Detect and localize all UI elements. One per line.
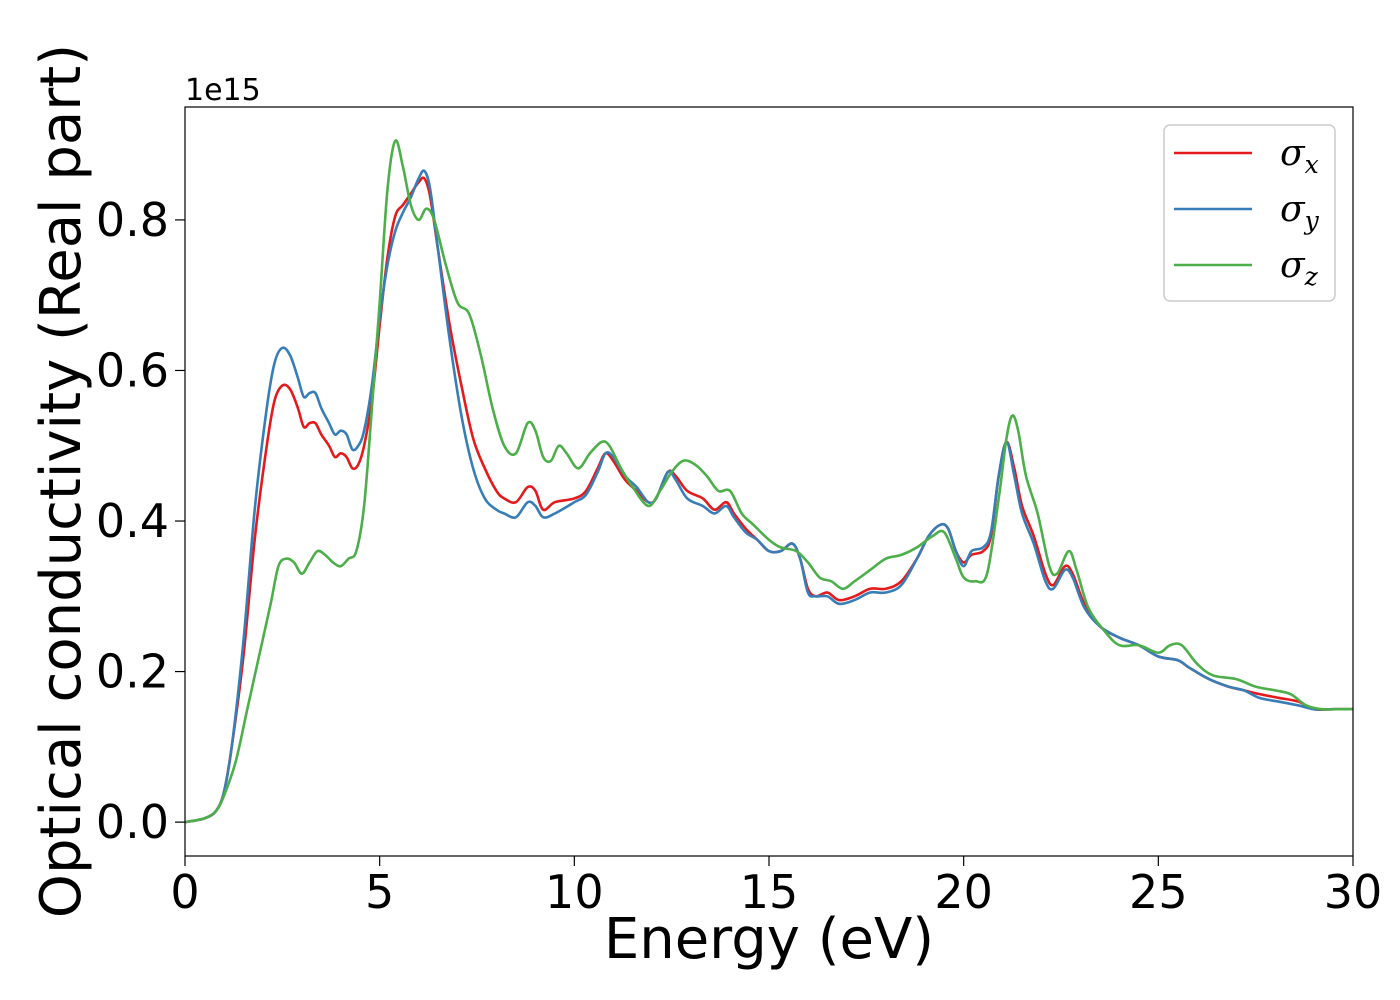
legend-box	[1163, 124, 1336, 302]
legend-subscript: x	[1305, 150, 1319, 179]
x-tick-label: 10	[545, 865, 604, 919]
legend-subscript: y	[1304, 206, 1320, 235]
series-line-z	[185, 139, 1353, 824]
x-axis-label: Energy (eV)	[604, 907, 934, 972]
legend-label-y: σy	[1280, 189, 1320, 235]
legend-symbol: σ	[1280, 189, 1306, 230]
x-axis: 0 5 10 15 20 25 30	[170, 856, 1382, 919]
y-tick-label: 0.6	[96, 343, 169, 397]
x-tick-label: 15	[740, 865, 799, 919]
x-tick-label: 30	[1324, 865, 1383, 919]
y-tick-label: 0.4	[96, 494, 169, 548]
y-offset-label: 1e15	[185, 73, 261, 108]
series-layer	[185, 139, 1353, 824]
x-tick-label: 0	[170, 865, 199, 919]
series-line-y	[185, 169, 1353, 824]
y-tick-label: 0.0	[96, 795, 169, 849]
legend-symbol: σ	[1280, 133, 1306, 174]
y-axis-label: Optical conductivity (Real part)	[29, 44, 94, 918]
x-tick-label: 25	[1129, 865, 1188, 919]
legend-subscript: z	[1304, 262, 1319, 291]
legend-symbol: σ	[1280, 245, 1306, 286]
legend-label-x: σx	[1280, 133, 1319, 179]
x-tick-label: 20	[934, 865, 993, 919]
y-axis: 0.0 0.2 0.4 0.6 0.8	[96, 193, 185, 849]
legend-label-z: σz	[1280, 245, 1319, 291]
x-tick-label: 5	[365, 865, 394, 919]
y-tick-label: 0.8	[96, 193, 169, 247]
y-tick-label: 0.2	[96, 645, 169, 699]
